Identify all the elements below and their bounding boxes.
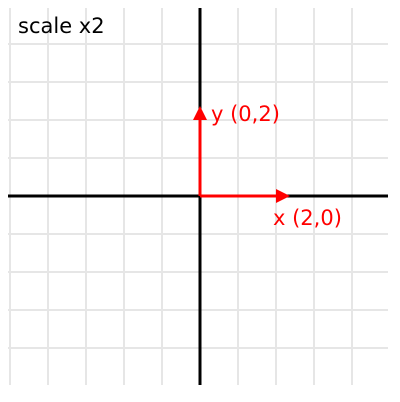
x-vector-label: x (2,0) [273, 206, 342, 230]
y-vector-arrowhead [193, 106, 207, 120]
x-vector-arrowhead [276, 189, 290, 203]
diagram-title: scale x2 [18, 14, 105, 38]
y-vector-label: y (0,2) [211, 102, 280, 126]
